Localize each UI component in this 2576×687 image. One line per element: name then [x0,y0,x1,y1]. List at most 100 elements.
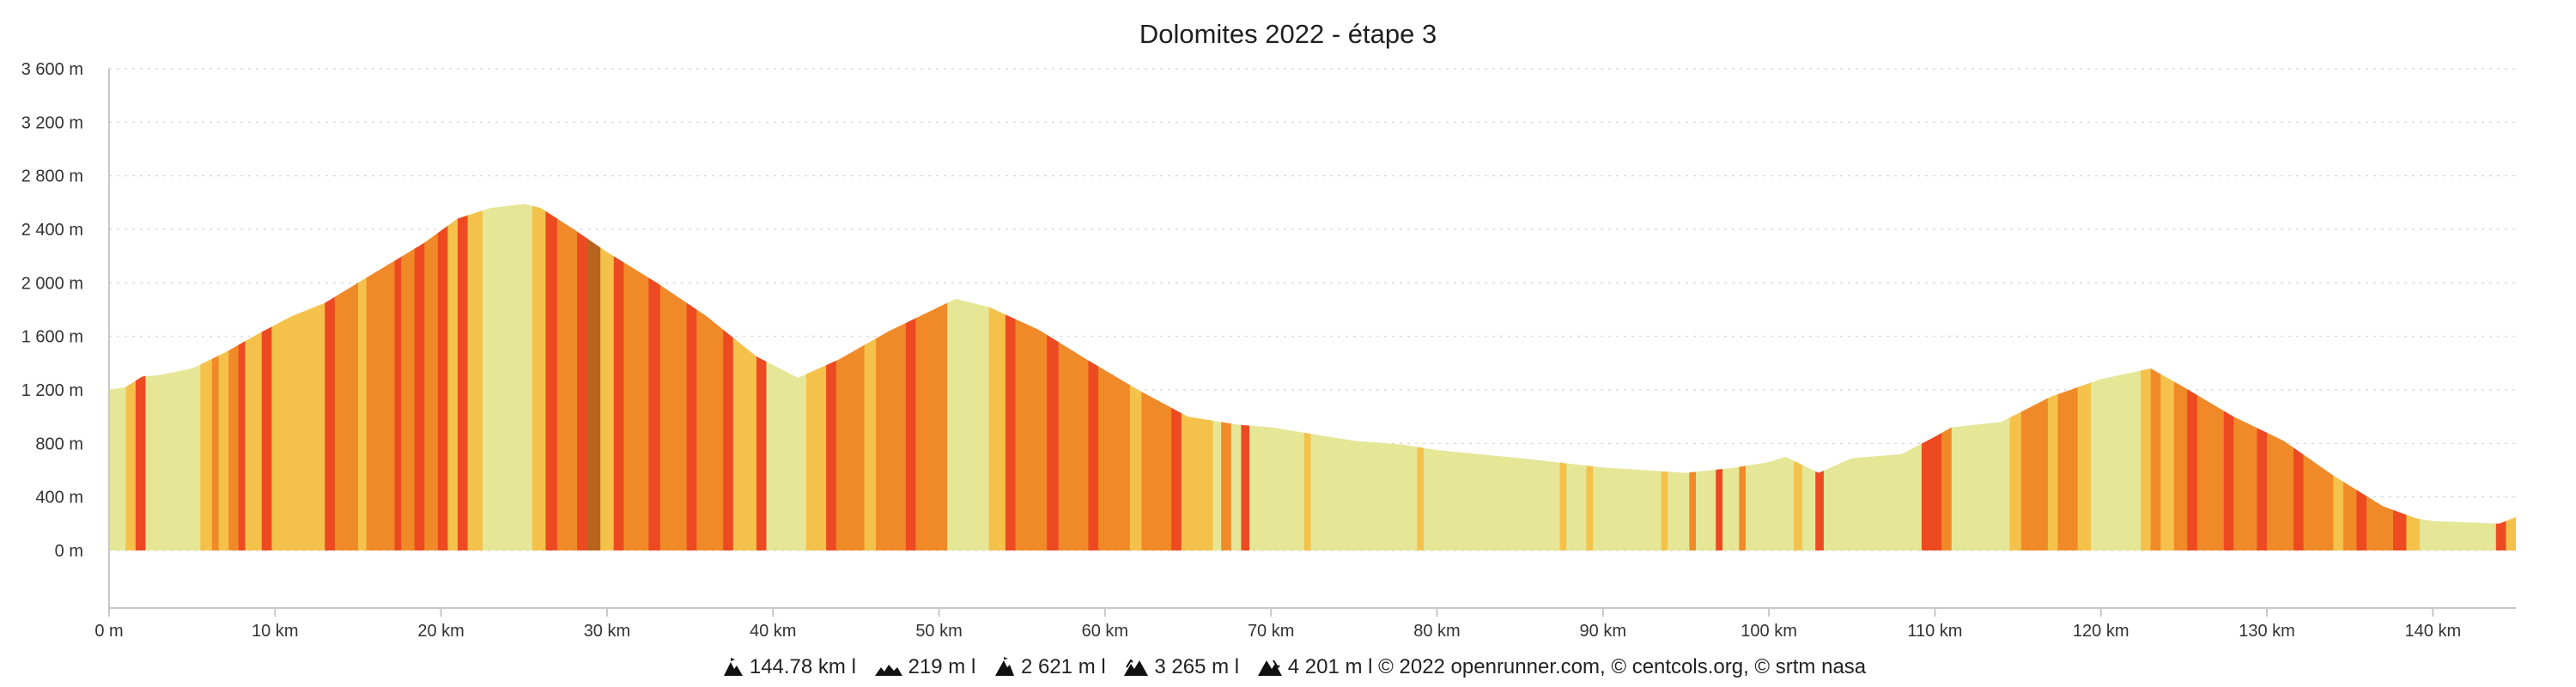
slope-band [1424,204,1561,550]
x-tick-label: 30 km [584,622,630,640]
slope-band [218,204,229,550]
slope-band [1794,204,1803,550]
slope-band [600,204,615,550]
slope-band [623,204,649,550]
slope-band [1941,204,1953,550]
slope-band [1310,204,1418,550]
slope-band [1212,204,1222,550]
slope-band [334,204,359,550]
slope-band [1303,204,1312,550]
slope-band [545,204,558,550]
x-tick-label: 120 km [2073,622,2129,640]
slope-band [648,204,661,550]
slope-band [988,204,1006,550]
slope-band [2419,204,2497,550]
slope-band [1689,204,1697,550]
slope-band [1058,204,1090,550]
slope-band [394,204,402,550]
slope-band [1696,204,1716,550]
slope-band [2406,204,2421,550]
x-tick-label: 50 km [915,622,962,640]
slope-bands [109,204,2516,550]
slope-band [864,204,877,550]
slope-band [586,204,601,550]
slope-band [211,204,220,550]
slope-band [200,204,213,550]
elevation-loss-value: 4 201 m [1287,654,1363,678]
slope-band [424,204,439,550]
slope-band [1171,204,1182,550]
slope-band [2057,204,2079,550]
slope-band [1951,204,2010,550]
x-tick-label: 80 km [1413,622,1460,640]
slope-band [467,204,483,550]
slope-band [2506,204,2516,550]
y-tick-label: 800 m [35,435,83,453]
elevation-gain-value: 3 265 m [1154,654,1230,678]
x-tick-label: 10 km [252,622,298,640]
slope-band [228,204,240,550]
y-tick-label: 3 200 m [21,113,83,132]
slope-band [2091,204,2142,550]
y-tick-label: 3 600 m [21,60,83,79]
slope-band [577,204,588,550]
slope-band [1815,204,1825,550]
slope-band [723,204,734,550]
slope-band [2356,204,2367,550]
slope-band [1417,204,1425,550]
slope-band [109,204,126,550]
slope-band [2160,204,2175,550]
slope-band [1129,204,1142,550]
slope-band [2173,204,2188,550]
slope-band [458,204,469,550]
slope-band [1593,204,1662,550]
axes [108,69,2516,617]
copyright: © 2022 openrunner.com, © centcols.org, ©… [1378,654,1867,678]
slope-band [271,204,325,550]
slope-band [915,204,948,550]
y-tick-label: 400 m [35,489,83,508]
slope-band [1015,204,1048,550]
x-tick-label: 130 km [2239,622,2295,640]
slope-band [1586,204,1594,550]
slope-band [366,204,396,550]
slope-band [532,204,546,550]
slope-band [145,204,201,550]
slope-band [325,204,336,550]
alt-max-stat: 2 621 m l [981,655,1106,679]
y-tick-label: 2 400 m [21,221,83,240]
distance-icon [723,658,743,677]
slope-band [686,204,697,550]
y-axis-labels: 0 m 400 m 800 m 1 200 m 1 600 m 2 000 m 2 400 … [21,60,83,561]
slope-band [2187,204,2198,550]
slope-band [2333,204,2344,550]
slope-band [1230,204,1242,550]
slope-band [1566,204,1588,550]
slope-band [2257,204,2268,550]
slope-band [1661,204,1668,550]
slope-band [2393,204,2408,550]
slope-band [2141,204,2152,550]
slope-band [238,204,246,550]
slope-band [1739,204,1747,550]
elevation-gain-stat: 3 265 m l [1111,655,1239,679]
distance-stat: 144.78 km l [710,655,856,679]
x-axis-labels: 0 m 10 km 20 km 30 km 40 km 50 km 60 km 70 km 80… [94,622,2461,640]
alt-min-value: 219 m [908,654,966,678]
slope-band [1047,204,1060,550]
slope-band [696,204,724,550]
slope-band [1241,204,1250,550]
slope-band [1181,204,1214,550]
elevation-loss-stat: 4 201 m l © 2022 openrunner.com, © centc… [1245,655,1866,679]
slope-band [1823,204,1923,550]
slope-band [401,204,416,550]
alt-max-icon [994,657,1014,677]
slope-band [2009,204,2022,550]
slope-band [1141,204,1172,550]
x-tick-label: 100 km [1741,622,1797,640]
slope-band [1746,204,1795,550]
alt-min-icon [874,665,902,677]
slope-band [1221,204,1232,550]
slope-band [905,204,917,550]
x-tick-label: 140 km [2405,622,2462,640]
